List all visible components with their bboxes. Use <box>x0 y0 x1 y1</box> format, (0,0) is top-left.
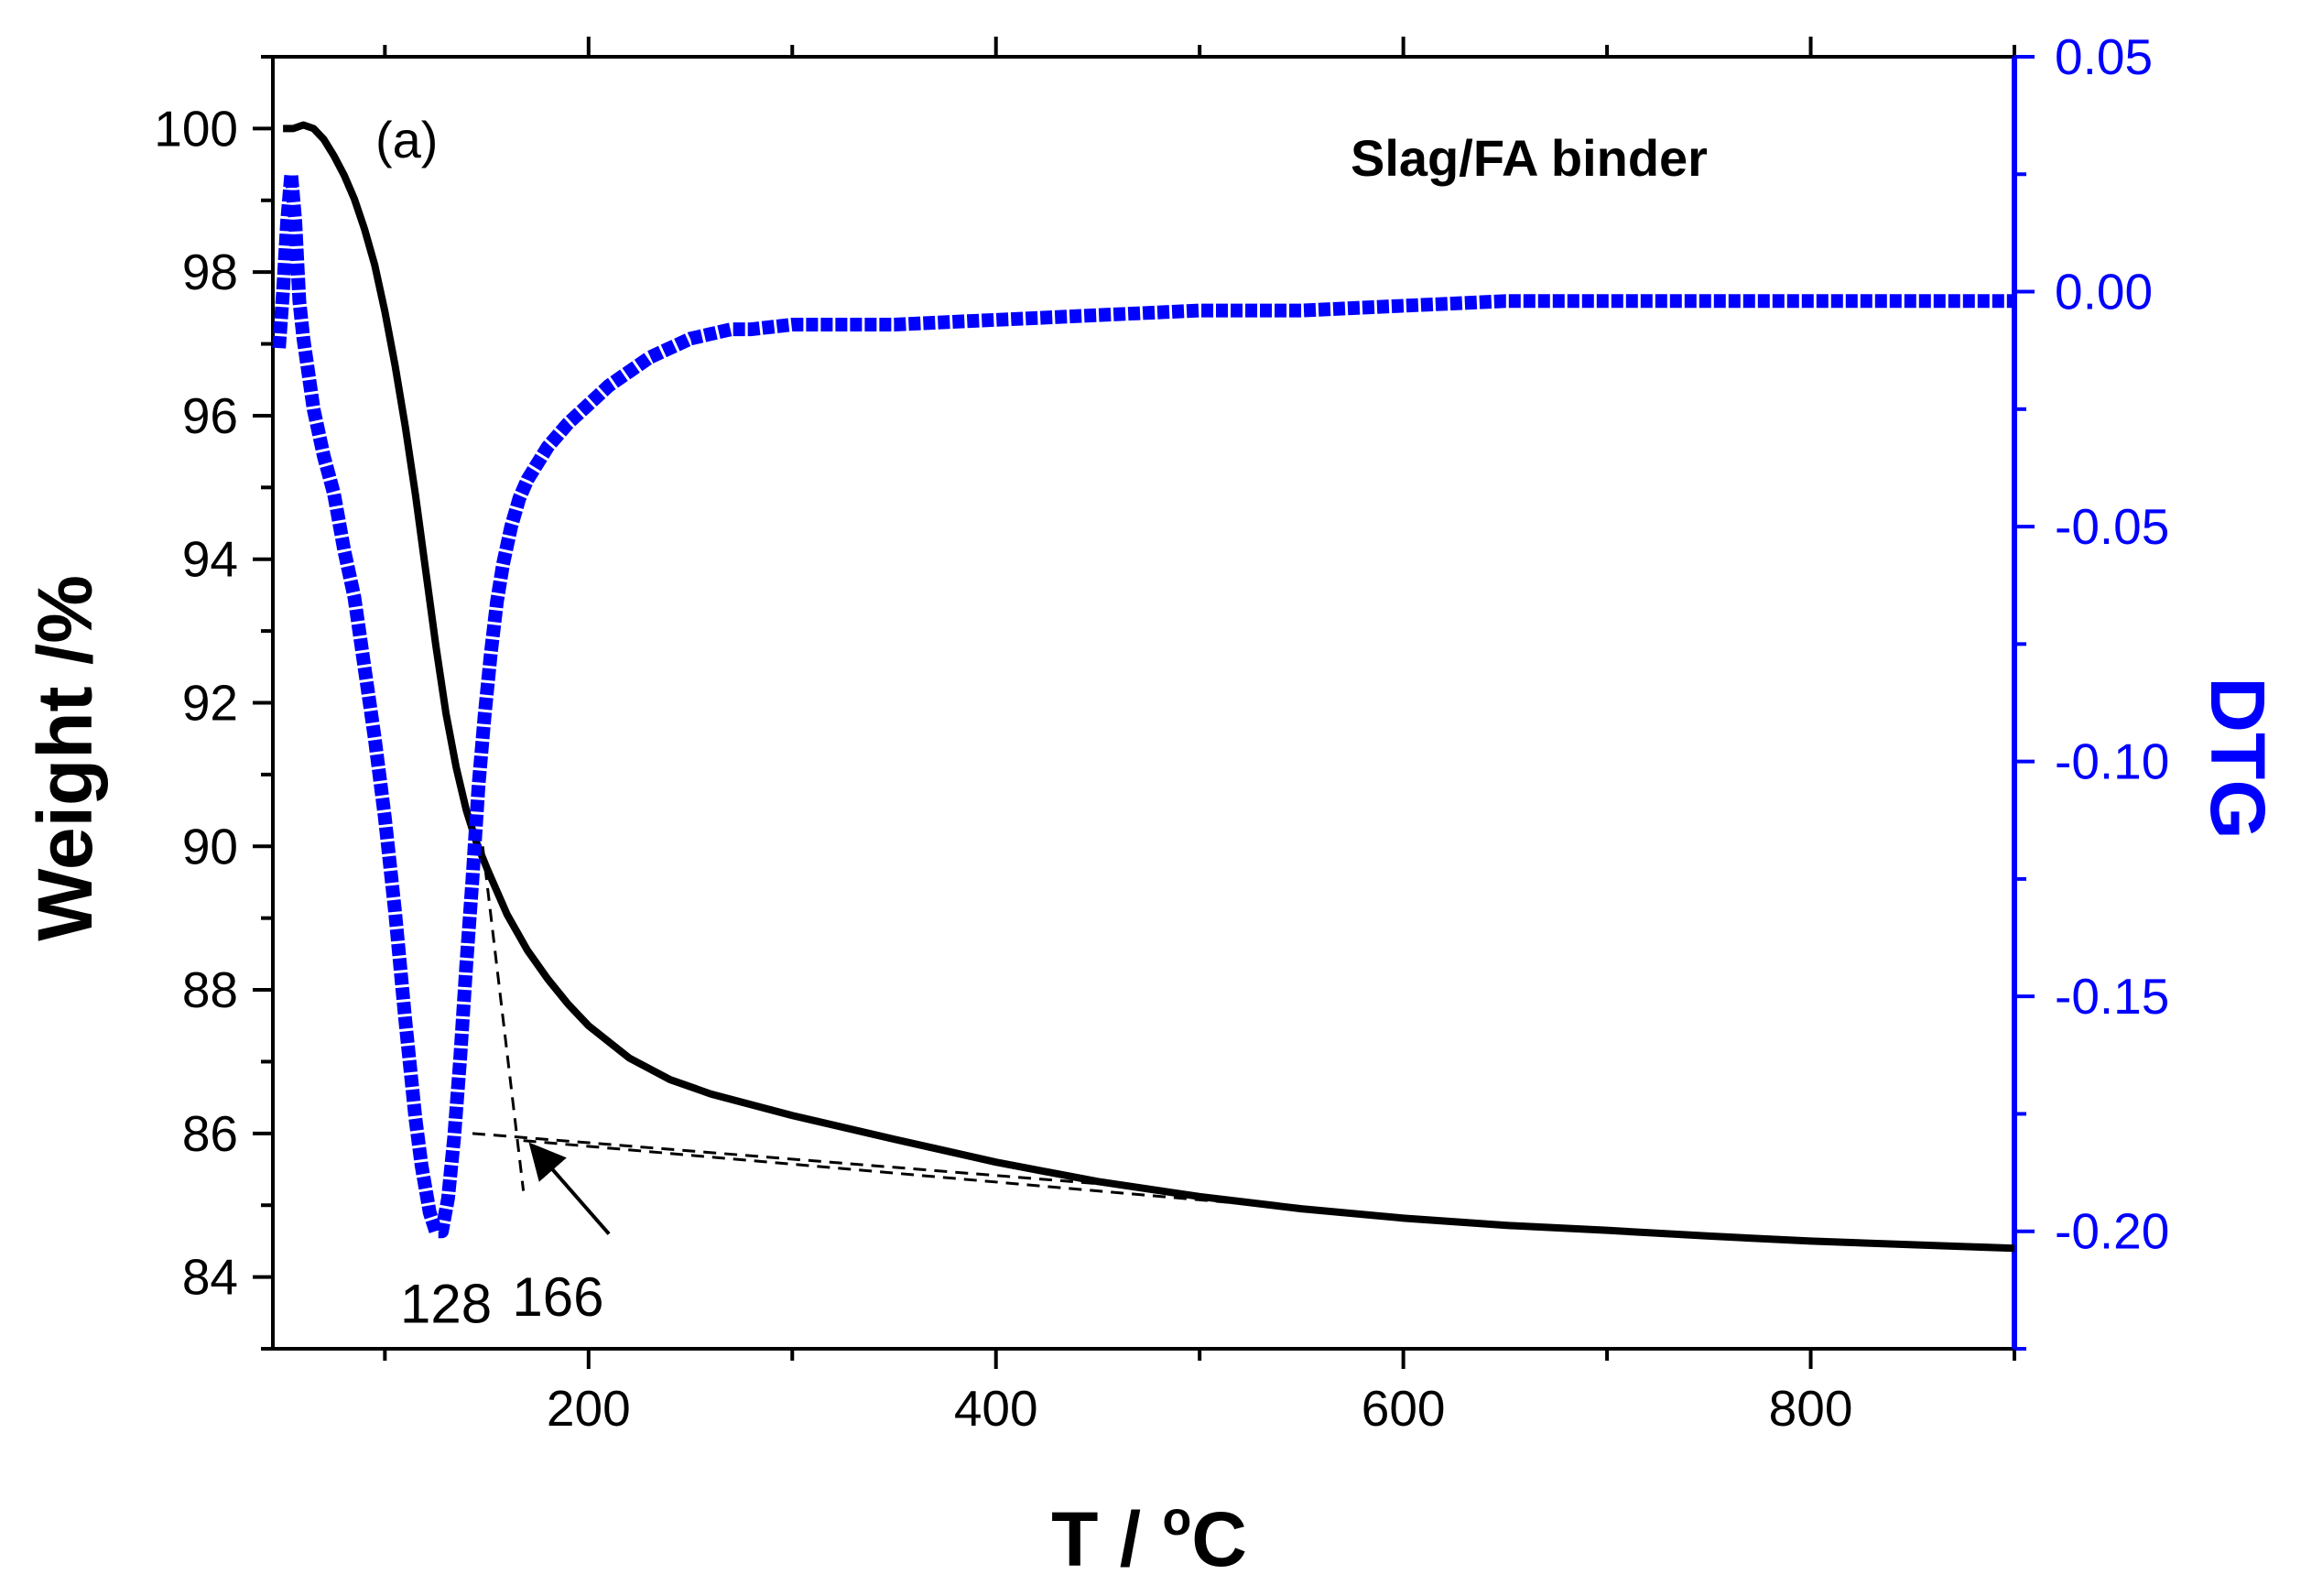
annotations-layer: 128 166 <box>400 846 1302 1335</box>
tangent-line <box>472 1132 1099 1186</box>
y-axis-left-title: Weight /% <box>22 575 108 941</box>
x-tick-label: 200 <box>547 1380 631 1437</box>
plot-frame <box>271 55 2017 1351</box>
y-axis-right-title: DTG <box>2195 677 2281 839</box>
x-axis-title-sup: o <box>1162 1493 1191 1546</box>
annotation-label: 128 <box>400 1274 492 1335</box>
y-left-tick-label: 98 <box>182 244 238 300</box>
x-axis-title: T / oC <box>1051 1493 1247 1582</box>
y-right-tick-label: -0.20 <box>2055 1203 2169 1260</box>
y-right-tick-label: -0.10 <box>2055 733 2169 790</box>
y-left-tick-label: 84 <box>182 1249 238 1306</box>
arrow-166 <box>528 1142 611 1235</box>
x-tick-label: 600 <box>1362 1380 1446 1437</box>
x-axis-title-main: T / <box>1051 1496 1162 1582</box>
tangent-line <box>523 1139 1302 1211</box>
y-left-tick-label: 94 <box>182 531 238 588</box>
ticks-layer: 200 400 600 800 84 86 88 90 92 94 96 98 100 -0.20 -0.1… <box>154 28 2169 1437</box>
dtg-series-line <box>272 167 2014 1239</box>
annotation-label: 166 <box>512 1266 603 1328</box>
panel-label: (a) <box>375 111 438 168</box>
y-left-tick-label: 86 <box>182 1105 238 1162</box>
y-left-tick-label: 100 <box>154 100 238 157</box>
y-right-tick-label: -0.05 <box>2055 498 2169 555</box>
y-left-tick-label: 96 <box>182 387 238 444</box>
x-axis-title-unit: C <box>1191 1496 1247 1582</box>
y-right-tick-label: 0.05 <box>2055 28 2153 85</box>
x-tick-label: 400 <box>954 1380 1038 1437</box>
y-right-tick-label: 0.00 <box>2055 264 2153 320</box>
tangent-line <box>481 846 526 1191</box>
y-left-tick-label: 90 <box>182 818 238 874</box>
inset-title: Slag/FA binder <box>1351 129 1708 187</box>
weight-series-line <box>283 121 2015 1253</box>
series-layer <box>272 121 2015 1253</box>
y-left-tick-label: 88 <box>182 961 238 1018</box>
x-tick-label: 800 <box>1769 1380 1853 1437</box>
y-right-tick-label: -0.15 <box>2055 968 2169 1025</box>
y-left-tick-label: 92 <box>182 675 238 732</box>
